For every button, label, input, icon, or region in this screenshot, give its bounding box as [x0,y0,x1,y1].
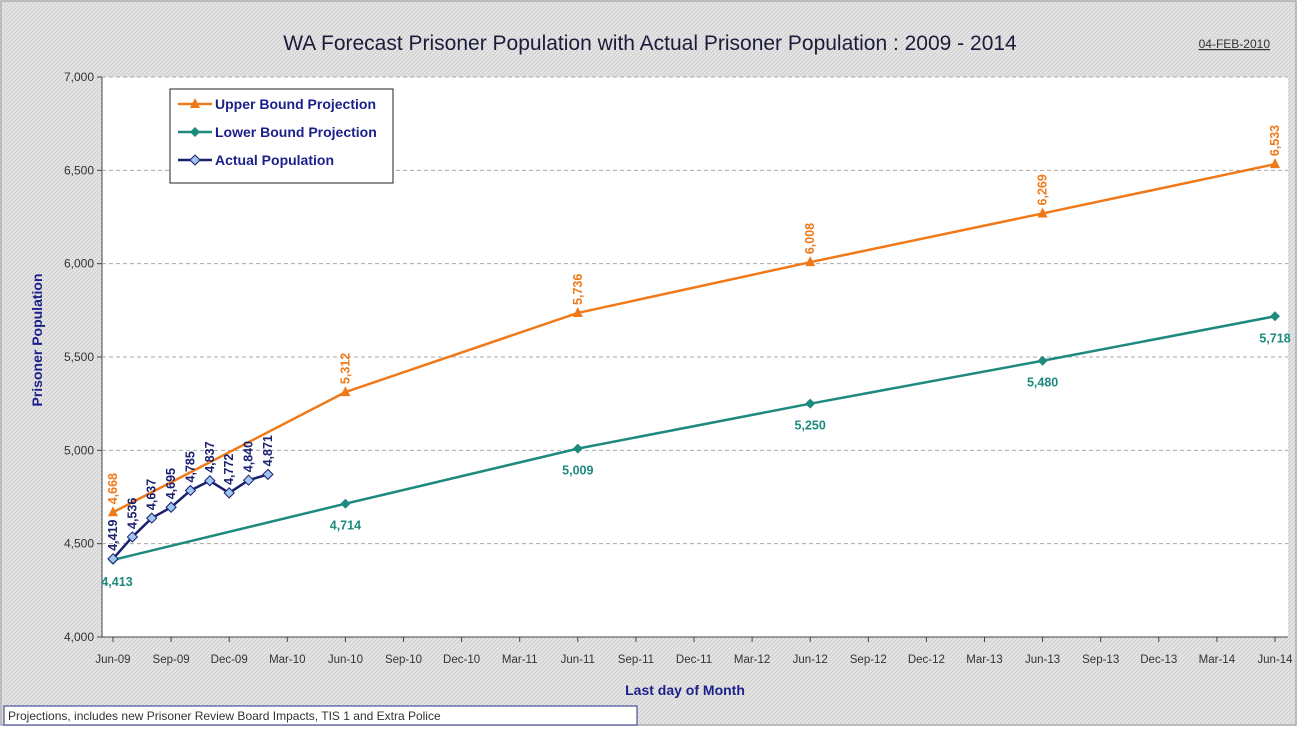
legend-box [169,88,394,184]
footnote-text: Projections, includes new Prisoner Revie… [8,709,441,723]
marker-diamond-open [146,512,158,524]
marker-triangle [572,306,583,317]
data-label-actual: 4,695 [164,468,178,499]
marker-diamond [190,127,200,137]
data-label-actual: 4,785 [183,451,197,482]
marker-diamond [1037,355,1048,366]
x-tick-label: Dec-13 [1140,654,1177,666]
series-line-1 [112,315,1276,562]
marker-triangle [190,98,200,108]
data-label-upper: 6,533 [1268,125,1282,156]
data-label-lower: 4,714 [330,519,361,533]
date-stamp: 04-FEB-2010 [1199,37,1271,51]
data-label-lower: 5,250 [795,419,826,433]
marker-diamond-open [107,553,119,565]
y-tick-labels: 4,000 4,500 5,000 5,500 6,000 6,500 7,000 [64,70,94,644]
data-label-lower: 4,413 [101,575,132,589]
data-label-actual: 4,637 [145,479,159,510]
grid [97,76,1288,638]
data-label-actual: 4,536 [125,498,139,529]
marker-diamond-open [242,474,255,486]
x-tick-label: Dec-10 [443,654,480,666]
marker-diamond-open [204,475,216,487]
footnote-box [3,705,638,726]
x-tick-label: Sep-13 [1082,654,1119,666]
legend-label-1: Lower Bound Projection [215,124,377,140]
marker-diamond-open [189,154,201,166]
series-layer [107,158,1280,565]
data-label-actual: 4,837 [203,441,217,472]
marker-diamond-open [184,484,197,497]
data-labels: 4,668 5,312 5,736 6,008 6,269 6,533 4,413 4,714… [101,125,1290,589]
x-tick-label: Dec-09 [211,654,248,666]
marker-diamond-open [223,487,235,499]
marker-triangle [108,506,118,517]
legend: Upper Bound Projection Lower Bound Projec… [169,88,394,184]
x-tick-label: Jun-11 [561,654,595,666]
data-label-lower: 5,009 [562,464,593,478]
marker-triangle [1270,158,1280,169]
x-tick-label: Jun-10 [328,654,363,666]
y-axis-label: Prisoner Population [29,273,45,406]
x-tick-label: Mar-13 [966,654,1002,666]
y-tick-label: 5,000 [64,443,94,457]
x-tick-label: Dec-12 [908,654,945,666]
data-label-lower: 5,480 [1027,376,1058,390]
marker-triangle [340,386,351,397]
x-tick-label: Mar-14 [1199,654,1236,666]
marker-diamond-open [126,531,139,543]
marker-triangle [805,256,816,267]
x-tick-label: Jun-12 [793,654,828,666]
y-tick-label: 6,000 [64,257,94,271]
x-tick-labels: Jun-09 Sep-09 Dec-09 Mar-10 Jun-10 Sep-10 Dec-… [95,637,1293,666]
legend-label-2: Actual Population [215,152,334,168]
data-label-actual: 4,871 [261,435,275,466]
data-label-upper: 6,269 [1036,174,1050,205]
data-label-upper: 6,008 [803,223,817,254]
marker-triangle [1037,207,1048,218]
x-tick-label: Jun-13 [1025,654,1060,666]
x-tick-label: Jun-09 [95,654,130,666]
data-label-upper: 4,668 [106,473,120,504]
data-label-lower: 5,718 [1259,331,1290,345]
x-axis-label: Last day of Month [625,682,745,698]
marker-diamond [805,398,816,409]
x-tick-label: Sep-12 [850,654,887,666]
data-label-upper: 5,312 [338,353,352,384]
legend-label-0: Upper Bound Projection [215,96,376,112]
y-tick-label: 4,000 [64,630,94,644]
marker-diamond [340,498,351,509]
x-tick-label: Sep-11 [618,654,654,666]
data-label-actual: 4,772 [222,454,236,485]
y-tick-label: 4,500 [64,537,94,551]
x-tick-label: Sep-10 [385,654,422,666]
y-tick-label: 5,500 [64,350,94,364]
data-label-actual: 4,840 [242,441,256,472]
chart-title: WA Forecast Prisoner Population with Act… [283,32,1017,55]
marker-diamond [1270,311,1280,322]
marker-diamond [572,443,583,454]
x-tick-label: Mar-10 [269,654,305,666]
x-tick-label: Jun-14 [1257,654,1293,666]
marker-diamond-open [165,501,177,513]
x-tick-label: Dec-11 [676,654,712,666]
marker-diamond-open [262,468,274,481]
x-tick-label: Sep-09 [153,654,190,666]
y-tick-label: 6,500 [64,163,94,177]
data-label-upper: 5,736 [571,274,585,305]
y-tick-label: 7,000 [64,70,94,84]
data-label-actual: 4,419 [106,519,120,550]
x-tick-label: Mar-11 [502,654,538,666]
x-tick-label: Mar-12 [734,654,770,666]
series-line-0 [112,162,1276,514]
